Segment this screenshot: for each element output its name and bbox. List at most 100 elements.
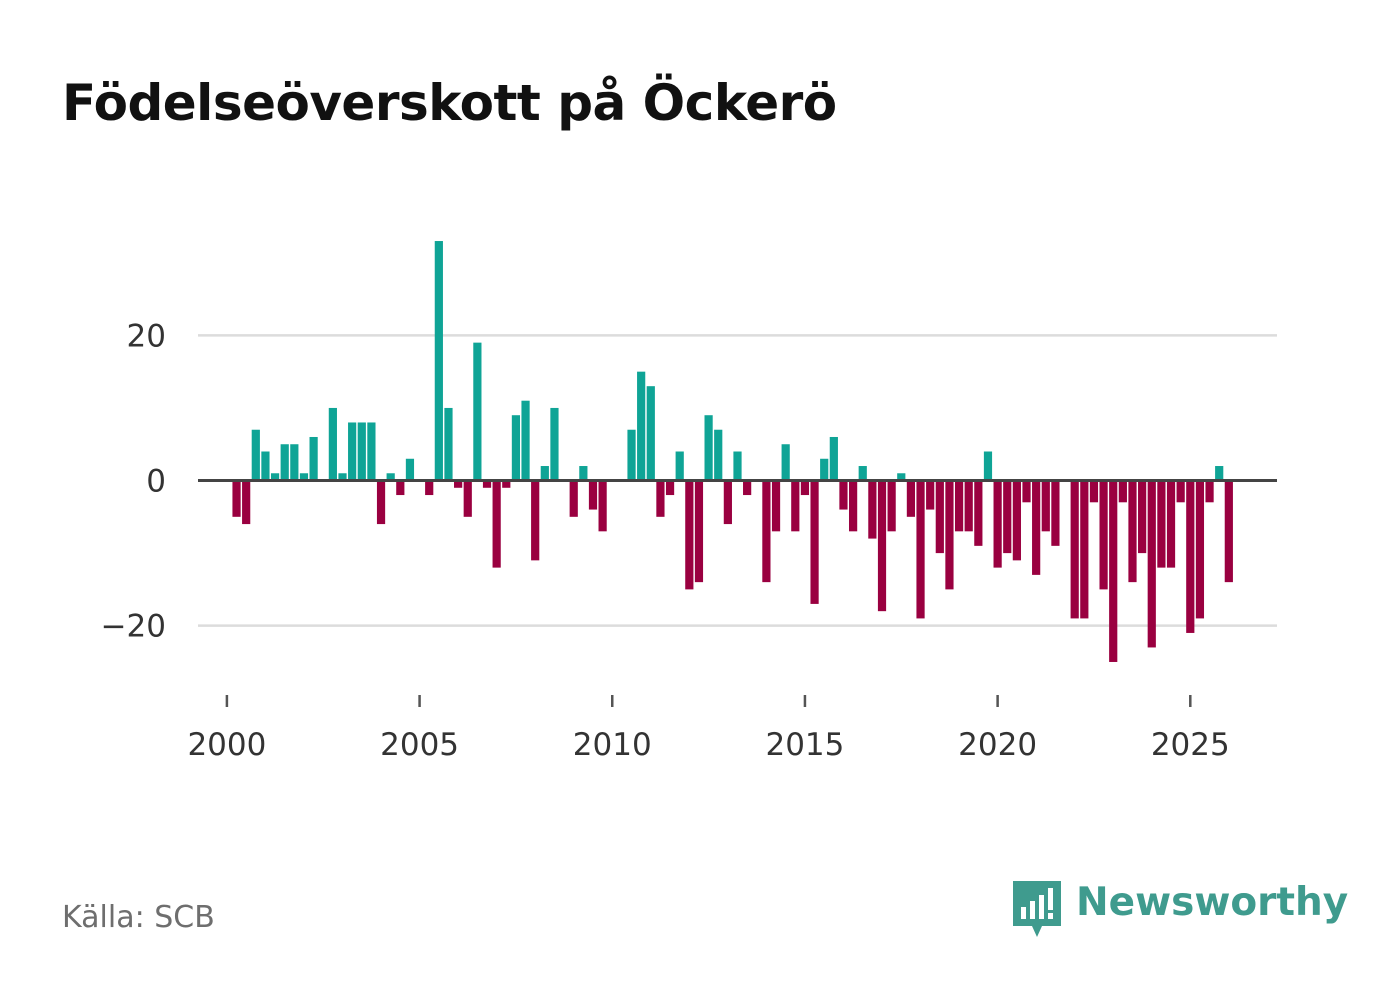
bar: [550, 407, 559, 481]
bar: [733, 451, 742, 481]
y-axis: −20 0 20: [101, 318, 166, 644]
bar: [1128, 480, 1137, 583]
bar: [473, 342, 482, 481]
bar: [1176, 480, 1185, 503]
bar: [656, 480, 665, 517]
bar: [531, 480, 540, 561]
bar: [897, 473, 906, 481]
bar: [1032, 480, 1041, 575]
bar: [242, 480, 251, 525]
bar: [396, 480, 405, 496]
bar: [887, 480, 896, 532]
y-tick-label: 0: [146, 464, 166, 500]
bar: [1205, 480, 1214, 503]
bar: [463, 480, 472, 517]
bar: [1118, 480, 1127, 503]
bar: [877, 480, 887, 612]
bar: [839, 480, 848, 510]
bar: [954, 480, 964, 532]
bar: [1186, 480, 1195, 633]
bar: [1166, 480, 1176, 568]
bar: [232, 480, 241, 517]
x-axis: 2000 2005 2010 2015 2020 2025: [187, 695, 1230, 763]
bar: [945, 480, 954, 590]
bar: [983, 451, 993, 481]
bar: [694, 480, 704, 583]
bar: [849, 480, 858, 532]
bar: [916, 480, 925, 619]
bar: [800, 480, 810, 496]
x-tick-label: 2005: [380, 727, 459, 763]
bar: [386, 473, 395, 481]
bar: [290, 444, 299, 481]
bar: [665, 480, 675, 496]
bar: [502, 480, 511, 488]
bar: [993, 480, 1002, 568]
bar: [482, 480, 492, 488]
bar: [926, 480, 935, 510]
bar-chart-speech-bubble-icon: [1013, 881, 1061, 937]
bar: [704, 415, 713, 481]
bar: [1070, 480, 1079, 619]
bar: [348, 422, 357, 481]
bar: [781, 444, 790, 481]
bar: [1157, 480, 1166, 568]
bar: [454, 480, 463, 488]
bar: [598, 480, 607, 532]
bar: [261, 451, 270, 481]
bar: [1195, 480, 1205, 619]
x-tick-label: 2020: [958, 727, 1037, 763]
bar: [1080, 480, 1089, 619]
bar: [434, 241, 443, 481]
bar: [646, 386, 655, 481]
bar: [1012, 480, 1021, 561]
x-tick-label: 2010: [573, 727, 652, 763]
bar: [829, 436, 838, 481]
bar: [357, 422, 366, 481]
bar: [299, 473, 309, 481]
bar: [405, 458, 415, 481]
bar: [906, 480, 916, 517]
bar: [723, 480, 732, 525]
bar: [579, 466, 588, 481]
chart-title: Födelseöverskott på Öckerö: [62, 74, 837, 132]
bar: [743, 480, 752, 496]
bar: [868, 480, 877, 539]
bar: [685, 480, 694, 590]
bar: [425, 480, 434, 496]
bar: [1215, 466, 1224, 481]
bar: [791, 480, 800, 532]
bar: [367, 422, 376, 481]
brand-name: Newsworthy: [1076, 880, 1349, 925]
bar: [588, 480, 598, 510]
x-tick-label: 2000: [187, 727, 266, 763]
x-tick-label: 2015: [765, 727, 844, 763]
bar: [858, 466, 867, 481]
bar: [1022, 480, 1031, 503]
bar: [714, 429, 723, 481]
bar: [810, 480, 819, 604]
bar: [492, 480, 501, 568]
bar: [328, 407, 337, 481]
brand-logo[interactable]: Newsworthy: [1010, 878, 1348, 940]
y-tick-label: −20: [101, 609, 166, 645]
bar: [1051, 480, 1060, 546]
bar: [675, 451, 684, 481]
gridlines: [198, 334, 1277, 627]
bar: [338, 473, 347, 481]
source-label: Källa: SCB: [62, 900, 215, 935]
bar-chart: −20 0 20 2000 2005 2010 2015 2020 2025: [101, 241, 1277, 763]
bar: [540, 466, 549, 481]
bar: [637, 371, 646, 481]
bar: [964, 480, 973, 532]
bar: [309, 436, 318, 481]
bar: [974, 480, 983, 546]
bar: [1138, 480, 1147, 554]
bar: [251, 429, 260, 481]
bar: [521, 400, 530, 481]
bar: [771, 480, 781, 532]
bar-series: [232, 241, 1233, 662]
bar: [1041, 480, 1050, 532]
bar: [935, 480, 944, 554]
bar: [1109, 480, 1118, 662]
